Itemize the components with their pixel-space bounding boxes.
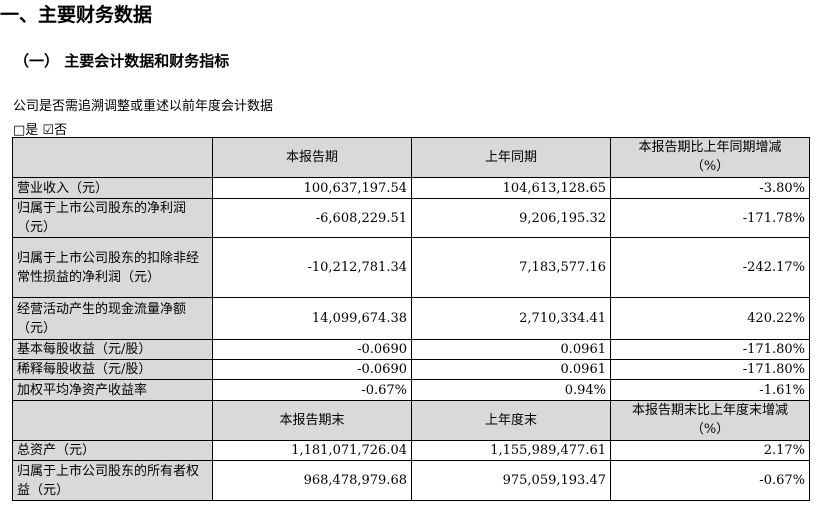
row-label: 总资产（元） — [12, 440, 213, 461]
cell-value: 975,059,193.47 — [411, 460, 611, 501]
restatement-question: 公司是否需追溯调整或重述以前年度会计数据 — [13, 99, 274, 114]
cell-value: 2,710,334.41 — [411, 297, 611, 340]
cell-value: -3.80% — [610, 177, 810, 199]
cell-value: -0.67% — [610, 460, 810, 501]
column-header — [12, 400, 213, 441]
cell-value: -171.80% — [610, 359, 810, 380]
row-label: 归属于上市公司股东的所有者权益（元） — [12, 460, 213, 501]
table-row: 总资产（元） 1,181,071,726.04 1,155,989,477.61 2.… — [12, 440, 810, 461]
table-row: 加权平均净资产收益率 -0.67% 0.94% -1.61% — [12, 379, 810, 401]
cell-value: 100,637,197.54 — [212, 177, 412, 199]
cell-value: -171.78% — [610, 198, 810, 238]
column-header: 本报告期 — [212, 137, 412, 178]
cell-value: 14,099,674.38 — [212, 297, 412, 340]
cell-value: -0.0690 — [212, 359, 412, 380]
column-header: 上年同期 — [411, 137, 611, 178]
table-row: 营业收入（元） 100,637,197.54 104,613,128.65 -3.80… — [12, 177, 810, 199]
column-header: 本报告期末比上年度末增减（%） — [610, 400, 810, 441]
cell-value: 968,478,979.68 — [212, 460, 412, 501]
cell-value: 104,613,128.65 — [411, 177, 611, 199]
cell-value: 0.0961 — [411, 339, 611, 360]
cell-value: 9,206,195.32 — [411, 198, 611, 238]
cell-value: -171.80% — [610, 339, 810, 360]
column-header — [12, 137, 213, 178]
row-label: 加权平均净资产收益率 — [12, 379, 213, 401]
restatement-options: □是 ☑否 — [13, 119, 67, 138]
table-row: 经营活动产生的现金流量净额（元） 14,099,674.38 2,710,334.4… — [12, 297, 810, 340]
option-no-checkbox: ☑否 — [42, 123, 68, 138]
row-label: 基本每股收益（元/股） — [12, 339, 213, 360]
cell-value: 7,183,577.16 — [411, 237, 611, 298]
column-header: 本报告期末 — [212, 400, 412, 441]
table-row: 基本每股收益（元/股） -0.0690 0.0961 -171.80% — [12, 339, 810, 360]
financial-data-table: 本报告期 上年同期 本报告期比上年同期增减（%） 营业收入（元） 100,637,197… — [12, 137, 810, 501]
row-label: 营业收入（元） — [12, 177, 213, 199]
column-header: 上年度末 — [411, 400, 611, 441]
option-yes-checkbox: □是 — [13, 123, 39, 138]
row-label: 归属于上市公司股东的净利润（元） — [12, 198, 213, 238]
table-row: 归属于上市公司股东的所有者权益（元） 968,478,979.68 975,059,… — [12, 460, 810, 501]
cell-value: 1,181,071,726.04 — [212, 440, 412, 461]
cell-value: 2.17% — [610, 440, 810, 461]
cell-value: -6,608,229.51 — [212, 198, 412, 238]
column-header: 本报告期比上年同期增减（%） — [610, 137, 810, 178]
cell-value: 1,155,989,477.61 — [411, 440, 611, 461]
table-row: 归属于上市公司股东的净利润（元） -6,608,229.51 9,206,195.3… — [12, 198, 810, 238]
cell-value: -0.67% — [212, 379, 412, 401]
cell-value: -10,212,781.34 — [212, 237, 412, 298]
table-header-row: 本报告期 上年同期 本报告期比上年同期增减（%） — [12, 137, 810, 178]
row-label: 稀释每股收益（元/股） — [12, 359, 213, 380]
table-row: 归属于上市公司股东的扣除非经常性损益的净利润（元） -10,212,781.34 7… — [12, 237, 810, 298]
row-label: 归属于上市公司股东的扣除非经常性损益的净利润（元） — [12, 237, 213, 298]
row-label: 经营活动产生的现金流量净额（元） — [12, 297, 213, 340]
cell-value: 0.0961 — [411, 359, 611, 380]
cell-value: 0.94% — [411, 379, 611, 401]
cell-value: -1.61% — [610, 379, 810, 401]
cell-value: -242.17% — [610, 237, 810, 298]
subsection-title: （一） 主要会计数据和财务指标 — [14, 52, 230, 70]
cell-value: 420.22% — [610, 297, 810, 340]
table-row: 稀释每股收益（元/股） -0.0690 0.0961 -171.80% — [12, 359, 810, 380]
cell-value: -0.0690 — [212, 339, 412, 360]
table-header-row: 本报告期末 上年度末 本报告期末比上年度末增减（%） — [12, 400, 810, 441]
section-title: 一、主要财务数据 — [0, 4, 153, 26]
